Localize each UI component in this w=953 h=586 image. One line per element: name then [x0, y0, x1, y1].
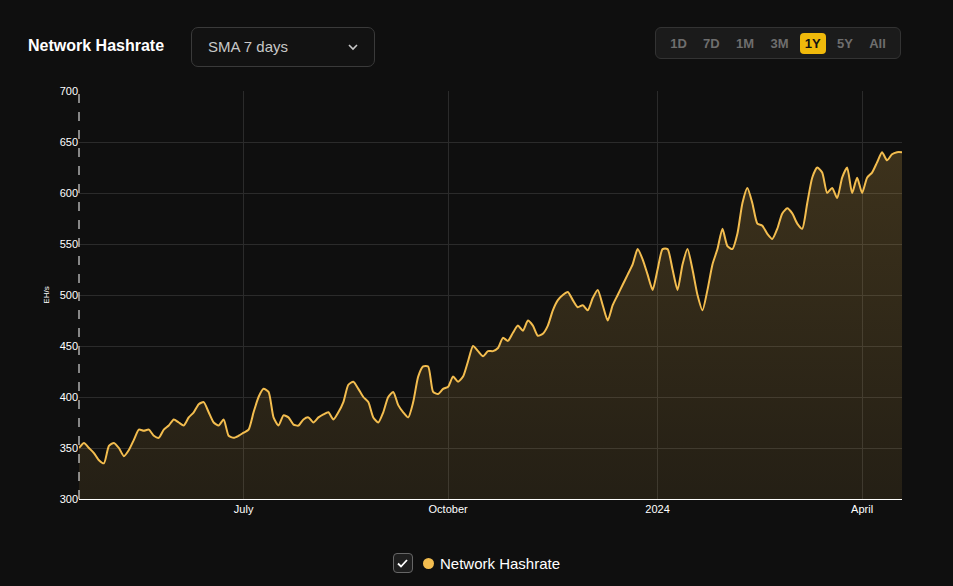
html-text:Network Hashrate: Network Hashrate [440, 554, 560, 572]
svg-text:EH/s: EH/s [42, 286, 51, 303]
svg-text:300: 300 [60, 493, 78, 505]
html-text:All: All [869, 35, 886, 51]
html-text:1Y: 1Y [804, 35, 821, 51]
html-text:SMA 7 days: SMA 7 days [208, 38, 288, 55]
svg-text:600: 600 [60, 187, 78, 199]
html-text:1D: 1D [670, 35, 687, 51]
html-text:5Y: 5Y [837, 35, 853, 51]
svg-text:500: 500 [60, 289, 78, 301]
svg-text:700: 700 [60, 85, 78, 97]
html-text:3M: 3M [770, 35, 789, 51]
html-text:Network Hashrate: Network Hashrate [28, 37, 164, 54]
svg-text:650: 650 [60, 136, 78, 148]
svg-text:2024: 2024 [645, 503, 669, 515]
svg-text:450: 450 [60, 340, 78, 352]
html-text:7D: 7D [703, 35, 720, 51]
html-text:1M: 1M [736, 35, 755, 51]
svg-text:July: July [234, 503, 254, 515]
svg-text:October: October [429, 503, 468, 515]
svg-text:550: 550 [60, 238, 78, 250]
svg-text:April: April [851, 503, 873, 515]
svg-text:350: 350 [60, 442, 78, 454]
svg-text:400: 400 [60, 391, 78, 403]
